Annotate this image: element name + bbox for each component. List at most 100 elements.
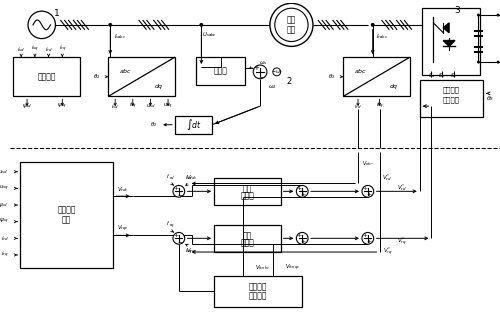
Bar [20,162,113,268]
Text: +: + [253,65,259,71]
Text: $\omega_2$: $\omega_2$ [268,84,276,92]
Circle shape [296,185,308,197]
Circle shape [108,23,112,27]
Text: +: + [366,239,372,244]
Text: $V^*_{rd}$: $V^*_{rd}$ [382,172,392,183]
Text: $-$: $-$ [176,239,183,244]
Text: $i'_{rd}$: $i'_{rd}$ [166,173,175,182]
Bar [175,116,212,134]
Text: $i_{rq}$: $i_{rq}$ [185,247,192,257]
Text: $I_{rabc}$: $I_{rabc}$ [376,32,388,41]
Text: +: + [248,65,253,70]
Circle shape [362,233,374,244]
Text: $V_{fcnkc}$: $V_{fcnkc}$ [256,263,270,272]
Text: $\psi_{sd}$: $\psi_{sd}$ [22,102,32,110]
Text: 脉宽调制: 脉宽调制 [442,96,460,103]
Text: $V_{fcnqc}$: $V_{fcnqc}$ [284,263,300,273]
Text: $i_{rq}$: $i_{rq}$ [376,101,384,111]
Text: 控制器: 控制器 [240,239,254,248]
Text: $i_{rd}$: $i_{rd}$ [185,173,192,182]
Text: $U_{sabc}$: $U_{sabc}$ [202,30,216,39]
Bar [422,8,480,75]
Text: 控制器: 控制器 [240,192,254,201]
Text: $i_{sq}$: $i_{sq}$ [31,44,39,55]
Text: $i_{sd}$: $i_{sd}$ [17,45,25,54]
Text: $u_{sq}$: $u_{sq}$ [0,184,8,193]
Text: $i_{rq}$: $i_{rq}$ [58,44,66,55]
Text: $dq$: $dq$ [390,82,399,91]
Bar [344,57,410,96]
Circle shape [275,8,308,41]
Text: 3: 3 [454,6,460,15]
Bar [108,57,175,96]
Circle shape [173,233,184,244]
Text: $-$: $-$ [258,73,264,79]
Circle shape [477,61,480,63]
Circle shape [273,68,280,76]
Text: $\int dt$: $\int dt$ [186,117,202,132]
Text: $\psi_{sq}$: $\psi_{sq}$ [58,101,68,111]
Circle shape [173,185,184,197]
Text: $\omega_s$: $\omega_s$ [259,59,268,67]
Circle shape [362,185,374,197]
Text: $u_{sd}$: $u_{sd}$ [0,168,8,176]
Text: $V^*_{rd}$: $V^*_{rd}$ [397,182,407,193]
Text: $i_{rd}$: $i_{rd}$ [45,45,52,54]
Text: 前馈补偿: 前馈补偿 [58,205,76,214]
Text: $\theta_2$: $\theta_2$ [150,120,157,129]
Text: $-$: $-$ [176,192,183,197]
Text: $I_{sabc}$: $I_{sabc}$ [114,32,126,41]
Circle shape [370,23,374,27]
Text: 电流指令: 电流指令 [249,283,268,292]
Text: $i'_{rq}$: $i'_{rq}$ [166,219,175,230]
Text: $S_c$: $S_c$ [450,71,458,80]
Text: 单元: 单元 [62,215,72,224]
Bar [214,225,280,252]
Text: +: + [300,192,306,197]
Text: $V^*_{rq}$: $V^*_{rq}$ [382,246,392,258]
Bar [420,80,484,117]
Text: $dq$: $dq$ [154,82,164,91]
Text: $V_{rdc}$: $V_{rdc}$ [117,185,129,194]
Text: $i_{sq}$: $i_{sq}$ [129,101,136,111]
Circle shape [496,14,500,17]
Text: 2: 2 [287,77,292,86]
Circle shape [296,233,308,244]
Text: 前馈单元: 前馈单元 [249,292,268,300]
Circle shape [253,65,267,79]
Text: $V_{rdc}$: $V_{rdc}$ [186,173,198,182]
Text: 第一: 第一 [242,184,252,193]
Text: +: + [300,239,306,244]
Text: $\theta_2$: $\theta_2$ [93,72,100,81]
Text: $\theta_2$: $\theta_2$ [486,94,494,103]
Text: 锁相环: 锁相环 [214,66,228,75]
Text: +: + [366,192,372,197]
Text: 双馈: 双馈 [287,15,296,25]
Circle shape [270,3,313,46]
Text: +: + [174,233,178,238]
Text: +: + [296,233,302,238]
Text: $\psi_{sd}$: $\psi_{sd}$ [0,201,8,209]
Text: $abc$: $abc$ [120,67,132,75]
Text: $u_{sq}$: $u_{sq}$ [164,101,173,111]
Text: 空间矢量: 空间矢量 [442,86,460,93]
Text: $S_b$: $S_b$ [438,71,446,80]
Text: 第二: 第二 [242,231,252,240]
Text: $i_{rd}$: $i_{rd}$ [354,102,362,111]
Text: 磁链观测: 磁链观测 [38,72,56,81]
Text: $i_{rq}$: $i_{rq}$ [1,250,8,260]
Circle shape [496,61,500,63]
Text: $u_{sd}$: $u_{sd}$ [146,102,155,110]
Text: 电机: 电机 [287,25,296,34]
Bar [214,178,280,205]
Bar [196,57,246,85]
Polygon shape [443,41,455,46]
Text: $-\omega_r$: $-\omega_r$ [271,68,282,76]
Text: +: + [362,186,368,191]
Text: 1: 1 [54,9,59,18]
Text: $V_{rqc}$: $V_{rqc}$ [186,247,198,257]
Text: +: + [362,233,368,238]
Text: $i_{rd}$: $i_{rd}$ [1,234,8,243]
Bar [214,276,302,307]
Circle shape [200,23,203,27]
